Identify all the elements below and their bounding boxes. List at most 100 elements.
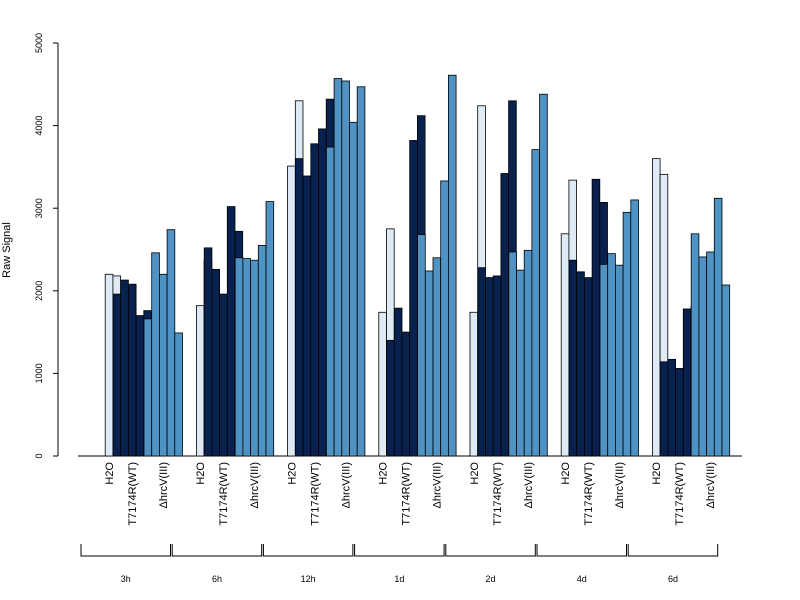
bar [219,293,228,457]
y-tick-label: 5000 [34,33,44,53]
bar [682,308,692,457]
bar [325,146,335,457]
bar [386,339,395,457]
bar [721,284,731,457]
bar [690,233,700,457]
timepoint-axis: 3h 6h 12h 1d 2d 4d 6d [80,544,719,584]
timepoint-bracket [354,544,445,557]
bar [294,158,304,457]
bar [378,311,387,457]
timepoint-label: 6h [212,574,222,584]
bar [500,173,509,457]
bar [195,305,205,457]
bars [104,74,731,457]
bar [242,258,251,457]
bar [607,253,616,457]
bar [675,368,684,457]
bar [531,149,541,457]
bar [393,307,403,457]
bar [211,268,220,457]
group-label: H2O [195,462,207,485]
bar [356,86,366,457]
timepoint-bracket [171,544,263,557]
y-axis-label: Raw Signal [1,222,13,278]
bar [698,256,708,457]
group-label: ΔhrcV(III) [340,462,352,508]
bar [143,318,153,457]
group-label: H2O [378,462,390,485]
bar [523,249,533,457]
group-label: H2O [560,462,572,485]
bar [568,259,578,457]
group-label: T7174R(WT) [127,462,139,526]
group-label: T7174R(WT) [309,462,321,526]
group-label: ΔhrcV(III) [249,462,261,508]
timepoint-label: 12h [301,574,316,584]
bar [302,175,312,457]
group-label: H2O [651,462,663,485]
timepoint-bracket [445,544,536,557]
bar [706,251,715,457]
bar [417,234,426,457]
bar [652,158,661,457]
bar [333,78,343,457]
bar [469,311,479,457]
bar [158,273,168,457]
bar [630,199,639,457]
group-label: ΔhrcV(III) [432,462,444,508]
bar [659,361,669,457]
bar [560,233,570,457]
bar [584,277,593,457]
bar [234,257,244,457]
bar [576,271,585,457]
group-label: T7174R(WT) [218,462,230,526]
bar [265,201,275,457]
bar [174,332,183,457]
timepoint-bracket [80,544,171,557]
bar [104,273,114,457]
group-label: ΔhrcV(III) [158,462,170,508]
x-axis: H2O T7174R(WT) ΔhrcV(III) H2O T7174R(WT) Δhrc… [104,462,717,526]
timepoint-bracket [536,544,627,557]
bar [447,74,457,457]
y-tick-label: 2000 [34,281,44,301]
timepoint-bracket [262,544,354,557]
bar [539,93,548,457]
bar [166,229,176,457]
bar [667,358,677,457]
bar [318,128,327,457]
bar [440,180,449,457]
group-label: ΔhrcV(III) [523,462,535,508]
bar [120,279,129,457]
bar [591,178,601,457]
bar [477,267,486,457]
bar [622,211,632,457]
bar [287,165,296,457]
timepoint-label: 2d [486,574,496,584]
timepoint-label: 1d [394,574,404,584]
y-tick-label: 3000 [34,198,44,218]
group-label: H2O [286,462,298,485]
bar [341,80,350,457]
bar [135,315,145,457]
bar [151,252,160,457]
bar [485,277,494,457]
group-label: T7174R(WT) [492,462,504,526]
bar [203,247,213,457]
bar [310,143,319,457]
group-label: T7174R(WT) [401,462,413,526]
bar [127,283,137,457]
bar [492,275,502,457]
group-label: H2O [469,462,481,485]
bar [599,263,609,457]
bar [250,259,259,457]
bar [508,251,517,457]
group-label: ΔhrcV(III) [614,462,626,508]
bar [349,121,358,457]
group-label: ΔhrcV(III) [705,462,717,508]
group-label: H2O [104,462,116,485]
bar [713,197,723,457]
bar [516,269,525,457]
y-tick-label: 1000 [34,363,44,383]
